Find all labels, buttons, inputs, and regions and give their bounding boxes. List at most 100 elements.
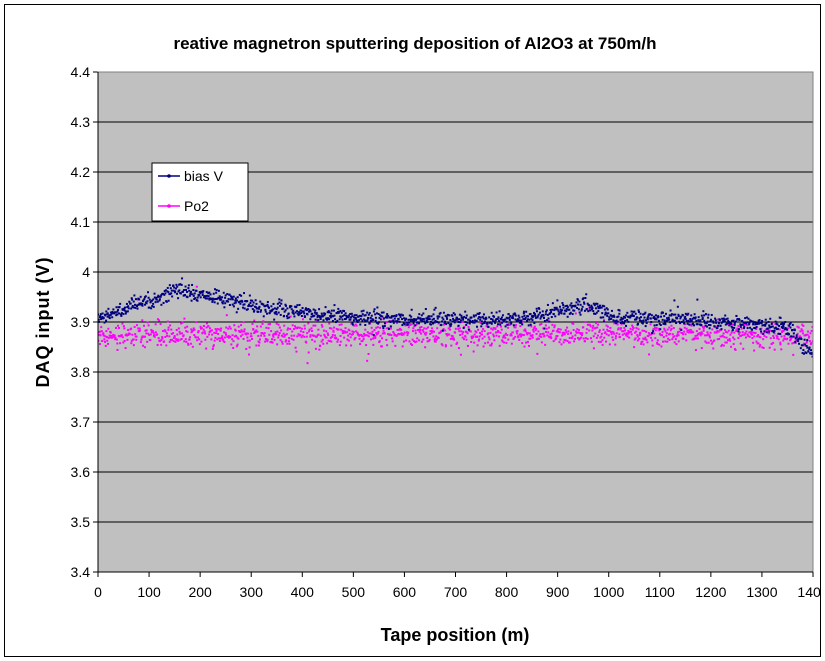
data-point: [723, 320, 726, 323]
data-point: [669, 332, 672, 335]
data-point: [773, 332, 776, 335]
data-point: [239, 335, 242, 338]
data-point: [407, 331, 410, 334]
data-point: [314, 324, 317, 327]
data-point: [573, 337, 576, 340]
data-point: [387, 327, 390, 330]
data-point: [581, 305, 584, 308]
data-point: [583, 302, 586, 305]
data-point: [265, 304, 268, 307]
data-point: [534, 316, 537, 319]
data-point: [464, 310, 467, 313]
data-point: [347, 314, 350, 317]
data-point: [543, 327, 546, 330]
data-point: [465, 314, 468, 317]
data-point: [637, 322, 640, 325]
data-point: [465, 331, 468, 334]
data-point: [590, 304, 593, 307]
data-point: [534, 329, 537, 332]
data-point: [203, 330, 206, 333]
data-point: [218, 295, 221, 298]
data-point: [494, 319, 497, 322]
data-point: [764, 318, 767, 321]
data-point: [660, 315, 663, 318]
data-point: [632, 315, 635, 318]
data-point: [105, 330, 108, 333]
data-point: [474, 335, 477, 338]
data-point: [386, 313, 389, 316]
data-point: [769, 337, 772, 340]
data-point: [370, 319, 373, 322]
y-tick-label: 4: [82, 264, 90, 280]
data-point: [471, 319, 474, 322]
data-point: [475, 331, 478, 334]
data-point: [98, 318, 100, 321]
data-point: [280, 329, 283, 332]
data-point: [139, 302, 142, 305]
data-point: [668, 314, 671, 317]
data-point: [808, 346, 811, 349]
y-tick-label: 4.2: [71, 164, 91, 180]
data-point: [567, 332, 570, 335]
data-point: [750, 328, 753, 331]
data-point: [208, 298, 211, 301]
data-point: [150, 330, 153, 333]
data-point: [356, 331, 359, 334]
data-point: [456, 341, 459, 344]
data-point: [713, 339, 716, 342]
data-point: [352, 319, 355, 322]
data-point: [442, 311, 445, 314]
data-point: [377, 313, 380, 316]
data-point: [760, 322, 763, 325]
data-point: [140, 338, 143, 341]
data-point: [357, 315, 360, 318]
data-point: [498, 344, 501, 347]
data-point: [579, 332, 582, 335]
data-point: [697, 316, 700, 319]
data-point: [735, 329, 738, 332]
data-point: [182, 290, 185, 293]
data-point: [402, 333, 405, 336]
data-point: [401, 333, 404, 336]
data-point: [222, 339, 225, 342]
data-point: [635, 317, 638, 320]
data-point: [282, 332, 285, 335]
data-point: [684, 323, 687, 326]
data-point: [238, 300, 241, 303]
data-point: [429, 332, 432, 335]
data-point: [522, 333, 525, 336]
data-point: [457, 328, 460, 331]
data-point: [434, 340, 437, 343]
data-point: [721, 343, 724, 346]
data-point: [457, 347, 460, 350]
data-point: [653, 328, 656, 331]
data-point: [626, 319, 629, 322]
data-point: [204, 332, 207, 335]
data-point: [427, 340, 430, 343]
data-point: [695, 323, 698, 326]
data-point: [575, 331, 578, 334]
data-point: [572, 322, 575, 325]
data-point: [149, 300, 152, 303]
data-point: [529, 323, 532, 326]
data-point: [481, 315, 484, 318]
data-point: [433, 338, 436, 341]
data-point: [443, 321, 446, 324]
data-point: [636, 335, 639, 338]
data-point: [361, 339, 364, 342]
data-point: [228, 293, 231, 296]
data-point: [562, 303, 565, 306]
data-point: [273, 318, 276, 321]
data-point: [681, 314, 684, 317]
data-point: [772, 341, 775, 344]
data-point: [650, 336, 653, 339]
data-point: [594, 332, 597, 335]
data-point: [556, 308, 559, 311]
data-point: [205, 322, 208, 325]
data-point: [741, 331, 744, 334]
data-point: [504, 332, 507, 335]
data-point: [374, 319, 377, 322]
data-point: [127, 328, 130, 331]
data-point: [624, 319, 627, 322]
data-point: [339, 315, 342, 318]
